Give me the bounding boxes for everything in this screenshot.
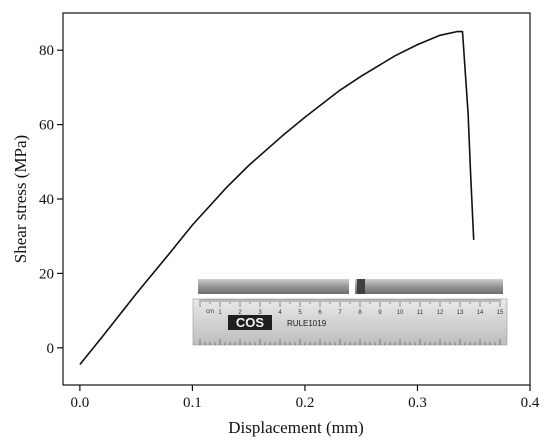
ruler-number: 1: [218, 310, 222, 316]
y-tick-label: 60: [39, 118, 54, 134]
y-axis-ticks: 0 20 40 60 80: [39, 43, 63, 357]
ruler-number: 9: [378, 310, 382, 316]
y-tick-label: 20: [39, 266, 54, 282]
ruler-number: 2: [238, 310, 242, 316]
specimen-right-half: [355, 279, 503, 294]
ruler-number: 15: [497, 310, 504, 316]
ruler-brand-badge: [228, 315, 272, 330]
specimen-notch: [357, 279, 365, 294]
ruler-ticks: 1 2 3 4 5 6 7 8 9 10 11 12 13 14 15: [199, 299, 504, 345]
ruler-unit-label: cm: [206, 309, 214, 315]
x-axis-ticks: 0.0 0.1 0.2 0.3 0.4: [71, 385, 540, 411]
ruler-brand-label: COS: [236, 315, 265, 330]
y-tick-label: 40: [39, 192, 54, 208]
ruler-number: 7: [338, 310, 342, 316]
y-axis-title: Shear stress (MPa): [11, 135, 30, 263]
x-tick-label: 0.2: [296, 395, 315, 411]
ruler-number: 11: [417, 310, 424, 316]
series-line: [79, 30, 475, 366]
ruler-number: 6: [318, 310, 322, 316]
ruler-number: 10: [397, 310, 404, 316]
ruler-model-label: RULE1019: [287, 319, 327, 328]
x-tick-label: 0.4: [521, 395, 540, 411]
x-tick-label: 0.0: [71, 395, 90, 411]
ruler-number: 12: [437, 310, 444, 316]
x-tick-label: 0.1: [183, 395, 202, 411]
y-tick-label: 80: [39, 43, 54, 59]
y-tick-label: 0: [47, 341, 55, 357]
ruler-number: 13: [457, 310, 464, 316]
ruler-number: 3: [258, 310, 262, 316]
ruler-number: 8: [358, 310, 362, 316]
x-axis-title: Displacement (mm): [228, 418, 364, 437]
specimen-left-half: [198, 279, 349, 294]
ruler-number: 4: [278, 310, 282, 316]
plot-area: 0.0 0.1 0.2 0.3 0.4 0 20 40 60 80: [39, 12, 540, 411]
x-tick-label: 0.3: [408, 395, 427, 411]
specimen-photo-inset: 1 2 3 4 5 6 7 8 9 10 11 12 13 14 15 cm COS RULE1019: [192, 279, 508, 346]
ruler-number: 14: [477, 310, 484, 316]
ruler-number: 5: [298, 310, 302, 316]
